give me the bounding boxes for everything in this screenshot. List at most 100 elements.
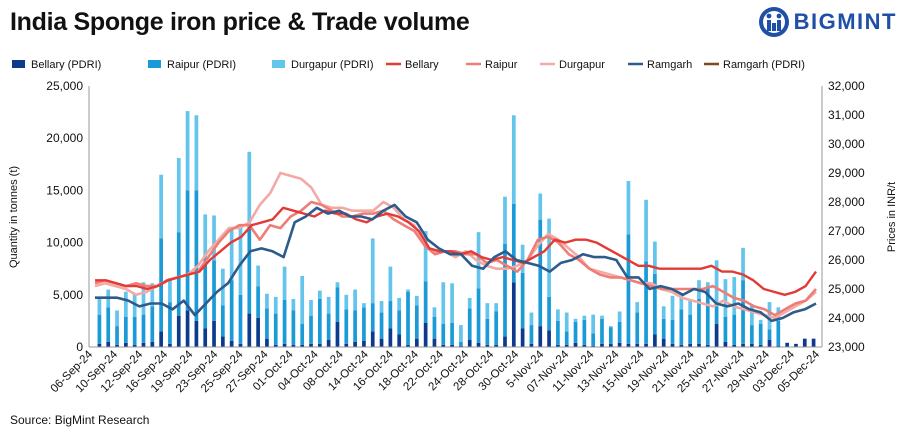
raipur_pdri-bar bbox=[573, 321, 578, 343]
chart-title: India Sponge iron price & Trade volume bbox=[10, 8, 470, 36]
bellary_pdri-bar bbox=[617, 342, 622, 347]
bellary_pdri-bar bbox=[679, 344, 684, 347]
raipur_pdri-bar bbox=[97, 314, 102, 344]
bellary_pdri-bar bbox=[185, 310, 190, 347]
bellary_pdri-bar bbox=[326, 339, 331, 347]
bellary_pdri-bar bbox=[432, 338, 437, 347]
raipur_pdri-bar bbox=[176, 232, 181, 316]
raipur_pdri-bar bbox=[767, 329, 772, 340]
bellary_pdri-bar bbox=[370, 331, 375, 347]
legend-label-raipur_pdri: Raipur (PDRI) bbox=[167, 59, 236, 71]
durgapur_pdri-bar bbox=[450, 283, 454, 323]
bellary_pdri-bar bbox=[794, 343, 798, 347]
durgapur_pdri-bar bbox=[529, 312, 534, 326]
raipur_pdri-bar bbox=[397, 310, 402, 335]
legend-swatch-durgapur_pdri bbox=[272, 60, 285, 68]
bellary_pdri-bar bbox=[705, 344, 710, 347]
durgapur_pdri-bar bbox=[758, 319, 763, 325]
bellary_pdri-bar bbox=[176, 315, 181, 347]
durgapur_pdri-bar bbox=[414, 295, 419, 306]
y-left-tick-label: 15,000 bbox=[46, 183, 83, 197]
raipur_pdri-bar bbox=[238, 294, 243, 344]
bellary_pdri-bar bbox=[776, 345, 781, 347]
raipur_pdri-bar bbox=[124, 316, 128, 343]
durgapur_pdri-bar bbox=[326, 296, 331, 314]
bellary_pdri-bar bbox=[529, 343, 534, 347]
durgapur_pdri-bar bbox=[273, 296, 278, 314]
durgapur_pdri-bar bbox=[653, 241, 657, 274]
legend-label-bellary_pdri: Bellary (PDRI) bbox=[31, 59, 101, 71]
bellary_pdri-bar bbox=[538, 326, 543, 347]
durgapur_pdri-bar bbox=[229, 230, 234, 281]
durgapur_pdri-bar bbox=[370, 238, 375, 304]
durgapur_pdri-bar bbox=[467, 297, 472, 309]
raipur_pdri-bar bbox=[141, 314, 146, 343]
bellary_pdri-bar bbox=[600, 343, 604, 347]
bellary_pdri-bar bbox=[220, 336, 225, 347]
bellary_pdri-bar bbox=[608, 343, 613, 347]
bellary_pdri-bar bbox=[97, 343, 102, 347]
raipur_pdri-bar bbox=[529, 325, 534, 344]
bellary_pdri-bar bbox=[115, 344, 119, 347]
bigmint-logo-icon bbox=[758, 7, 789, 37]
raipur_pdri-bar bbox=[520, 272, 525, 329]
y-left-tick-label: 0 bbox=[76, 340, 83, 354]
bellary_pdri-bar bbox=[661, 338, 666, 347]
durgapur_pdri-bar bbox=[115, 310, 119, 327]
raipur_pdri-bar bbox=[132, 316, 137, 345]
bellary_pdri-bar bbox=[168, 343, 172, 347]
durgapur_pdri-bar bbox=[732, 277, 737, 315]
raipur_pdri-bar bbox=[591, 333, 596, 346]
legend-label-durgapur: Durgapur bbox=[559, 59, 605, 71]
durgapur_pdri-bar bbox=[379, 301, 384, 313]
raipur_pdri-bar bbox=[362, 307, 366, 341]
durgapur_pdri-bar bbox=[723, 279, 728, 317]
bellary_pdri-bar bbox=[741, 343, 745, 347]
bellary_pdri-bar bbox=[379, 338, 384, 347]
raipur_pdri-bar bbox=[556, 320, 560, 345]
raipur_pdri-bar bbox=[459, 341, 463, 346]
raipur_pdri-bar bbox=[679, 309, 684, 345]
durgapur_pdri-bar bbox=[397, 297, 402, 311]
durgapur_pdri-bar bbox=[353, 289, 357, 311]
bellary_pdri-bar bbox=[688, 343, 693, 347]
bellary_pdri-bar bbox=[256, 317, 260, 347]
durgapur_pdri-bar bbox=[238, 224, 243, 295]
raipur_pdri-bar bbox=[379, 312, 384, 339]
legend-swatch-bellary_pdri bbox=[12, 60, 25, 68]
bellary_pdri-bar bbox=[714, 324, 719, 347]
raipur_pdri-bar bbox=[600, 318, 604, 344]
raipur_pdri-bar bbox=[741, 280, 745, 344]
bellary_pdri-bar bbox=[723, 341, 728, 347]
durgapur_pdri-bar bbox=[432, 307, 437, 317]
durgapur_pdri-bar bbox=[185, 111, 190, 191]
y-left-tick-label: 20,000 bbox=[46, 131, 83, 145]
raipur_pdri-bar bbox=[688, 314, 693, 344]
durgapur_pdri-bar bbox=[265, 293, 269, 309]
raipur_pdri-bar bbox=[300, 324, 305, 345]
durgapur_pdri-bar bbox=[750, 305, 754, 326]
raipur_pdri-bar bbox=[503, 243, 507, 337]
durgapur_pdri-bar bbox=[176, 158, 181, 233]
raipur_pdri-bar bbox=[608, 327, 613, 344]
bellary_pdri-bar bbox=[132, 344, 137, 347]
durgapur_pdri-bar bbox=[679, 293, 684, 310]
raipur_pdri-bar bbox=[511, 203, 516, 283]
bellary_pdri-bar bbox=[291, 344, 296, 347]
raipur_pdri-bar bbox=[273, 313, 278, 345]
bellary_pdri-bar bbox=[635, 343, 640, 347]
raipur_pdri-bar bbox=[106, 307, 111, 342]
raipur_pdri-bar bbox=[317, 298, 322, 344]
bellary_pdri-bar bbox=[300, 344, 305, 347]
raipur_pdri-bar bbox=[265, 308, 269, 339]
raipur_pdri-bar bbox=[476, 288, 481, 343]
raipur_pdri-bar bbox=[723, 316, 728, 342]
raipur_pdri-bar bbox=[485, 318, 490, 345]
durgapur_pdri-bar bbox=[564, 312, 569, 332]
raipur_pdri-bar bbox=[670, 319, 675, 344]
durgapur_pdri-bar bbox=[547, 218, 551, 297]
bellary_pdri-bar bbox=[423, 322, 428, 347]
bellary_pdri-bar bbox=[511, 282, 516, 347]
bellary_pdri-bar bbox=[353, 341, 357, 347]
legend-label-bellary: Bellary bbox=[405, 59, 439, 71]
